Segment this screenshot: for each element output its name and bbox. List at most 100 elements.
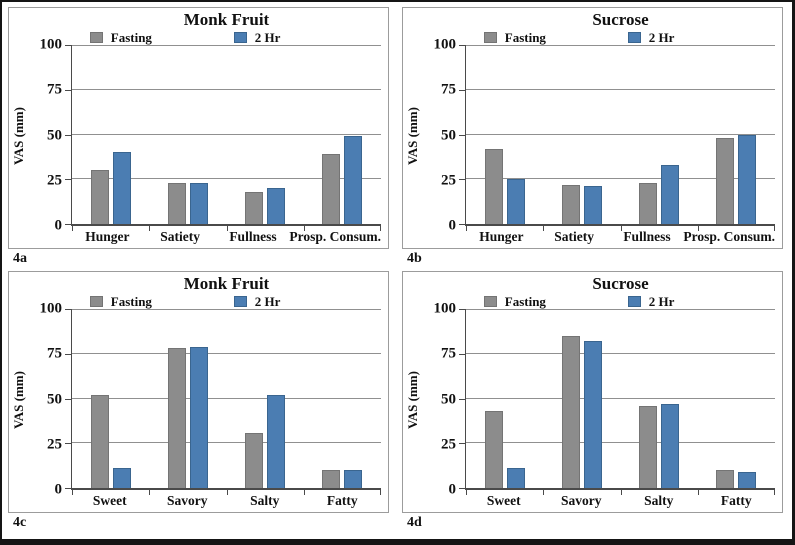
x-tick-mark [697,226,699,231]
bar-fasting [484,148,503,224]
bar-group [72,309,149,488]
x-category-label: Satiety [160,229,201,244]
gridline [72,88,381,90]
legend-item-fasting: Fasting [89,294,152,309]
chart-title: Monk Fruit [183,10,270,29]
y-axis-tick-labels: 100 75 50 25 0 [421,301,465,497]
plot-area [65,45,381,231]
gridline [466,178,775,180]
y-tick-label: 25 [47,436,62,453]
bar-group [466,309,543,488]
legend-swatch-fasting-icon [483,296,497,307]
gridline [466,45,775,46]
gridline [466,442,775,444]
y-axis-tick-labels: 100 75 50 25 0 [27,37,71,233]
chart-title: Monk Fruit [183,274,270,293]
bar-2-hr [738,471,757,488]
plot-area [459,309,775,495]
chart-title: Sucrose [592,274,649,293]
y-tick-mark [459,488,466,489]
y-tick-label: 75 [441,345,456,362]
bar-fasting [639,182,658,224]
bar-group [149,309,226,488]
bar-2-hr [267,394,286,488]
x-category-label: Sweet [92,493,127,508]
figure-panel-label: 4a [13,251,27,266]
x-category-label: Fullness [623,229,671,244]
y-tick-mark [459,134,466,136]
gridline [72,352,381,354]
x-category-label: Hunger [479,229,524,244]
bar-fasting [167,182,186,224]
y-axis-title: VAS (mm) [11,45,27,226]
legend-swatch-2hr-icon [233,32,247,43]
x-tick-mark [226,490,228,495]
bar-group [227,45,304,224]
y-axis-title-text: VAS (mm) [405,370,420,429]
chart-legend: Fasting 2 Hr [465,30,778,45]
figure-panel-label: 4d [407,515,422,530]
y-axis-title: VAS (mm) [405,309,421,490]
chart-panel-4c: Monk Fruit Fasting 2 Hr VAS (mm) 100 [8,271,389,513]
legend-swatch-fasting-icon [89,296,103,307]
bar-group [621,309,698,488]
bar-group [621,45,698,224]
bar-fasting [322,154,341,224]
x-category-label: Salty [250,493,280,508]
bar-2-hr [112,152,131,224]
x-tick-mark [149,226,151,231]
bar-fasting [245,191,264,224]
panel-wrap-4b: Sucrose Fasting 2 Hr VAS (mm) 100 [402,7,783,269]
x-category-label: Hunger [85,229,130,244]
legend-label-2hr: 2 Hr [254,293,281,309]
x-tick-mark [620,226,622,231]
x-tick-mark [774,490,775,495]
chart-legend: Fasting 2 Hr [71,294,384,309]
y-axis-tick-labels: 100 75 50 25 0 [27,301,71,497]
x-tick-mark [543,490,545,495]
bar-group [698,309,775,488]
legend-swatch-2hr-icon [627,32,641,43]
x-tick-mark [303,490,305,495]
bar-fasting [484,411,503,488]
y-tick-mark [65,224,72,225]
legend-label-fasting: Fasting [110,29,152,45]
legend-swatch-2hr-icon [233,296,247,307]
gridline [466,352,775,354]
bar-group [698,45,775,224]
chart-grid: Monk Fruit Fasting 2 Hr VAS (mm) 100 [2,2,792,533]
bar-group [72,45,149,224]
y-tick-mark [65,45,72,46]
y-tick-mark [459,224,466,225]
bar-2-hr [344,136,363,224]
y-tick-mark [459,45,466,46]
legend-item-2hr: 2 Hr [627,30,674,45]
legend-item-fasting: Fasting [89,29,152,45]
bar-2-hr [506,468,525,488]
legend-swatch-2hr-icon [627,296,641,307]
bar-2-hr [112,468,131,488]
panel-wrap-4c: Monk Fruit Fasting 2 Hr VAS (mm) 100 [8,271,389,533]
y-tick-label: 0 [448,217,457,234]
y-tick-mark [459,398,466,400]
bar-2-hr [661,403,680,488]
y-tick-mark [459,443,466,445]
bar-group [149,45,226,224]
bar-fasting [245,432,264,488]
x-tick-mark [380,490,381,495]
bar-fasting [716,138,735,224]
gridline [466,397,775,399]
legend-label-fasting: Fasting [504,29,546,45]
legend-item-fasting: Fasting [483,294,546,309]
figure-panel-label: 4c [13,515,27,530]
gridline [466,309,775,310]
panel-wrap-4a: Monk Fruit Fasting 2 Hr VAS (mm) 100 [8,7,389,269]
bar-group [304,309,381,488]
x-tick-mark [226,226,228,231]
x-category-label: Satiety [554,229,595,244]
chart-legend: Fasting 2 Hr [465,294,778,309]
gridline [72,309,381,310]
y-tick-label: 25 [441,436,456,453]
gridline [72,178,381,180]
